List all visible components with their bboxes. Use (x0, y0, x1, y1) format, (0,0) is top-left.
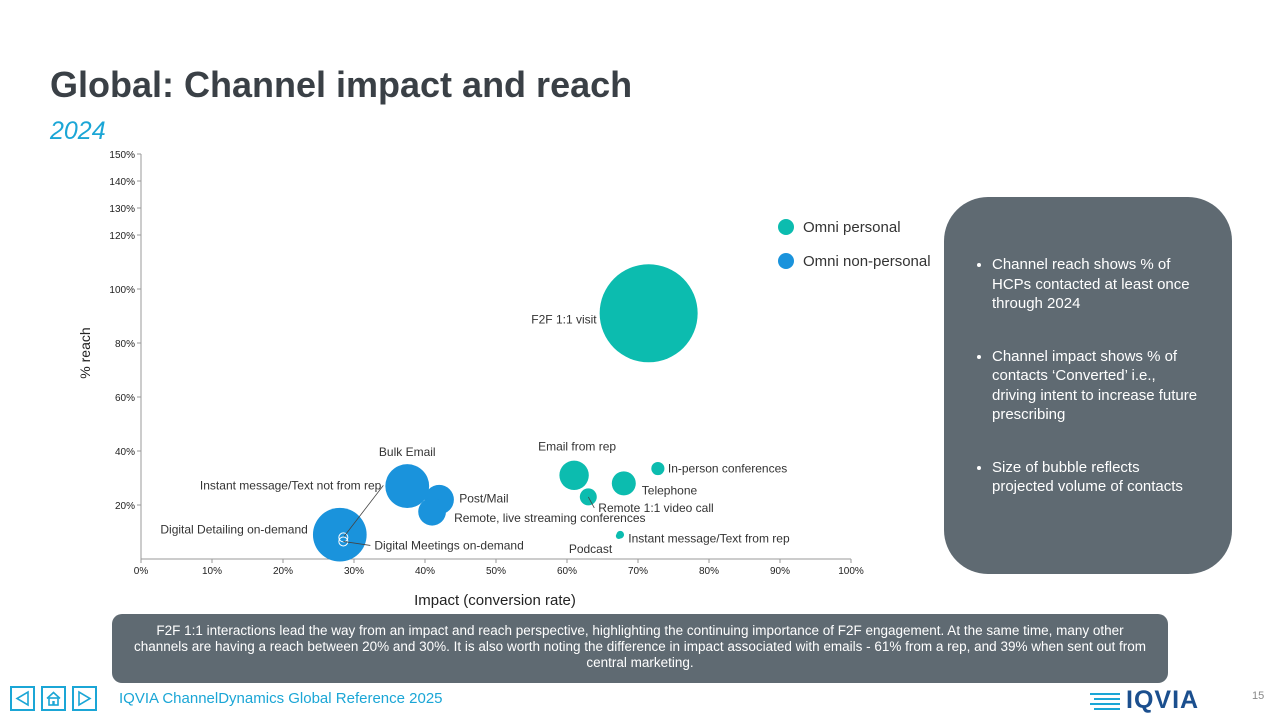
x-tick-label: 40% (415, 566, 435, 577)
x-tick-label: 0% (134, 566, 149, 577)
bubble-label: Digital Meetings on-demand (374, 538, 523, 552)
note-reach: Channel reach shows % of HCPs contacted … (992, 255, 1202, 314)
x-tick-label: 10% (202, 566, 222, 577)
bubble (385, 464, 430, 509)
y-tick-label: 20% (115, 501, 135, 512)
x-axis-label: Impact (conversion rate) (414, 592, 576, 609)
y-tick-label: 130% (109, 204, 135, 215)
bubble-label: In-person conferences (668, 462, 787, 476)
legend-label: Omni personal (803, 218, 901, 236)
bubble (338, 532, 349, 543)
bubble-label: Podcast (569, 542, 613, 556)
bubble-label: Post/Mail (459, 492, 508, 506)
bubble (611, 471, 636, 496)
note-bubble-size: Size of bubble reflects projected volume… (992, 458, 1202, 497)
note-impact: Channel impact shows % of contacts ‘Conv… (992, 347, 1202, 425)
bubble-label: Bulk Email (379, 445, 436, 459)
summary-box: F2F 1:1 interactions lead the way from a… (112, 614, 1168, 683)
bubble-label: Email from rep (538, 439, 616, 453)
y-tick-label: 140% (109, 177, 135, 188)
bubble-label: Telephone (642, 483, 698, 497)
page-title: Global: Channel impact and reach (50, 64, 633, 105)
bubble-label: Remote, live streaming conferences (454, 511, 645, 525)
notes-panel: Channel reach shows % of HCPs contacted … (944, 197, 1232, 574)
legend-item-omni-personal: Omni personal (778, 210, 931, 244)
bubble (338, 536, 349, 547)
bubble-label: Instant message/Text from rep (628, 532, 790, 546)
page-number: 15 (1252, 690, 1265, 702)
y-tick-label: 120% (109, 231, 135, 242)
chart-legend: Omni personal Omni non-personal (778, 210, 931, 278)
y-tick-label: 150% (109, 150, 135, 161)
y-tick-label: 40% (115, 447, 135, 458)
bubble (559, 460, 589, 490)
bubble (651, 461, 665, 476)
bubble-label: Remote 1:1 video call (598, 501, 713, 515)
source-text: IQVIA ChannelDynamics Global Reference 2… (119, 690, 443, 707)
y-tick-label: 80% (115, 339, 135, 350)
slide-navigation (10, 686, 97, 711)
leader-line (587, 496, 595, 509)
bubble (599, 264, 698, 363)
bubble (579, 488, 597, 506)
bubble-label: F2F 1:1 visit (531, 312, 597, 326)
prev-icon[interactable] (10, 686, 35, 711)
page-subtitle: 2024 (50, 117, 106, 145)
x-tick-label: 70% (628, 566, 648, 577)
bubble (615, 533, 622, 540)
x-tick-label: 100% (838, 566, 864, 577)
x-tick-label: 90% (770, 566, 790, 577)
leader-line (343, 485, 384, 538)
x-tick-label: 50% (486, 566, 506, 577)
x-tick-label: 20% (273, 566, 293, 577)
legend-swatch-omni-personal (778, 219, 794, 235)
home-icon[interactable] (41, 686, 66, 711)
legend-label: Omni non-personal (803, 252, 931, 270)
logo-lines-icon (1090, 692, 1120, 710)
legend-swatch-omni-non-personal (778, 253, 794, 269)
bubble (418, 497, 446, 526)
x-tick-label: 30% (344, 566, 364, 577)
legend-item-omni-non-personal: Omni non-personal (778, 244, 931, 278)
next-icon[interactable] (72, 686, 97, 711)
y-tick-label: 100% (109, 285, 135, 296)
logo-text: IQVIA (1126, 686, 1200, 714)
leader-line (343, 541, 371, 546)
iqvia-logo: IQVIA (1090, 686, 1199, 715)
bubble-chart: 0% 10% 20% 30% 40% 50% 60% 70% 80% 90% 100% 20% 40% 6… (109, 150, 864, 577)
y-tick-label: 60% (115, 393, 135, 404)
y-axis-label: % reach (77, 327, 93, 379)
bubble-label: Digital Detailing on-demand (160, 523, 307, 537)
bubble-label: Instant message/Text not from rep (200, 478, 382, 492)
x-tick-label: 60% (557, 566, 577, 577)
x-tick-label: 80% (699, 566, 719, 577)
